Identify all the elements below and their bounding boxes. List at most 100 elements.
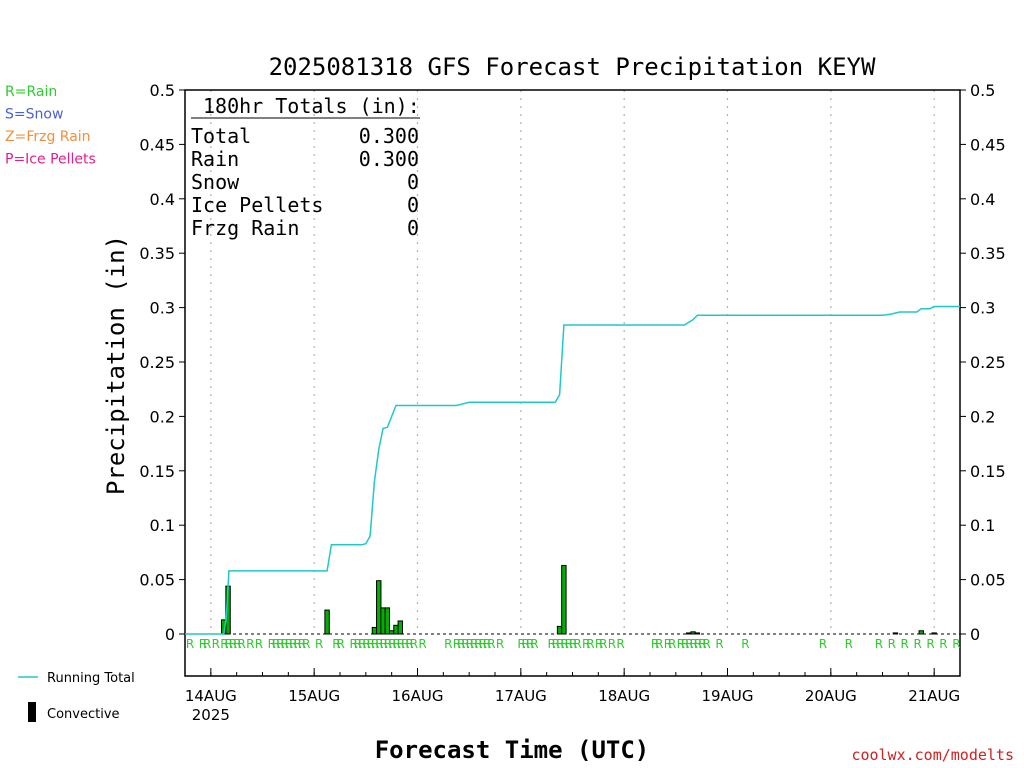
running-total-legend-label: Running Total (47, 671, 135, 686)
type-key-entry: R=Rain (5, 84, 57, 100)
ptype-marker: R (367, 637, 375, 651)
y-tick-label-left: 0.05 (139, 571, 175, 590)
ptype-marker: R (939, 637, 947, 651)
precip-bar (561, 564, 567, 635)
x-tick-label: 21AUG (908, 687, 960, 705)
x-tick-label: 20AUG (805, 687, 857, 705)
bottom-legend: Running Total Convective (18, 671, 135, 722)
ptype-marker: R (293, 637, 301, 651)
precip-bar (686, 632, 692, 635)
y-tick-label-left: 0.15 (139, 462, 175, 481)
ptype-marker: R (530, 637, 538, 651)
precip-bar (380, 607, 386, 635)
ptype-marker: R (233, 637, 241, 651)
chart-title: 2025081318 GFS Forecast Precipitation KE… (269, 53, 876, 81)
ptype-marker: R (698, 637, 706, 651)
ptype-marker: R (522, 637, 530, 651)
ptype-marker: R (694, 637, 702, 651)
y-tick-label-right: 0.4 (970, 190, 995, 209)
y-axis-left: 0 0.05 0.1 0.15 0.2 0.25 0.3 0.35 0.4 0.45 0.5 (139, 81, 185, 644)
ptype-marker: R (595, 637, 603, 651)
ptype-marker: R (470, 637, 478, 651)
y-tick-label-right: 0.05 (970, 571, 1006, 590)
ptype-marker: R (362, 637, 370, 651)
totals-row-value: 0 (407, 193, 419, 217)
ptype-marker: R (526, 637, 534, 651)
precip-bar (556, 625, 563, 635)
ptype-marker: R (315, 637, 323, 651)
ptype-marker: R (246, 637, 254, 651)
ptype-marker: R (453, 637, 461, 651)
y-tick-label-right: 0.1 (970, 516, 995, 535)
ptype-marker: R (586, 637, 594, 651)
precip-bar (397, 620, 403, 635)
precip-bar (384, 607, 391, 635)
totals-box: 180hr Totals (in): Total 0.300 Rain 0.300 Sn… (191, 94, 420, 240)
precip-bar (690, 631, 696, 635)
ptype-marker: R (888, 637, 896, 651)
ptype-marker: R (410, 637, 418, 651)
x-axis-label: Forecast Time (UTC) (375, 736, 650, 764)
totals-row-label: Snow (191, 170, 240, 194)
ptype-marker: R (702, 637, 710, 651)
ptype-marker: R (237, 637, 245, 651)
ptype-marker: R (496, 637, 504, 651)
ptype-marker: R (715, 637, 723, 651)
precip-bar (388, 630, 395, 635)
totals-row-label: Total (191, 124, 251, 148)
y-tick-label-right: 0 (970, 625, 980, 644)
ptype-marker: R (875, 637, 883, 651)
ptype-marker: R (952, 637, 960, 651)
ptype-marker: R (582, 637, 590, 651)
y-tick-label-right: 0.35 (970, 244, 1006, 263)
totals-row-label: Frzg Rain (191, 216, 299, 240)
y-tick-label-left: 0.25 (139, 353, 175, 372)
ptype-marker: R (225, 637, 233, 651)
ptype-marker: R (483, 637, 491, 651)
ptype-marker: R (599, 637, 607, 651)
x-tick-label: 15AUG (288, 687, 340, 705)
type-key-entry: P=Ice Pellets (5, 152, 96, 168)
precip-bar (694, 632, 701, 635)
ptype-marker: R (616, 637, 624, 651)
y-tick-label-left: 0.45 (139, 135, 175, 154)
ptype-marker: R (220, 637, 228, 651)
y-tick-label-right: 0.2 (970, 407, 995, 426)
ptype-marker: R (380, 637, 388, 651)
y-tick-label-left: 0.1 (150, 516, 175, 535)
ptype-marker: R (677, 637, 685, 651)
ptype-marker: R (573, 637, 581, 651)
x-tick-label: 18AUG (598, 687, 650, 705)
x-tick-sublabel: 2025 (192, 706, 230, 724)
ptype-marker: R (457, 637, 465, 651)
vertical-gridlines (185, 90, 960, 635)
ptype-marker: R (461, 637, 469, 651)
precip-bar (393, 624, 399, 635)
precip-bar (371, 626, 378, 635)
ptype-marker: R (547, 637, 555, 651)
type-key-entry: S=Snow (5, 107, 63, 123)
ptype-marker: R (388, 637, 396, 651)
ptype-marker: R (371, 637, 379, 651)
ptype-marker: R (397, 637, 405, 651)
precip-bar (931, 632, 937, 635)
y-tick-label-right: 0.5 (970, 81, 995, 100)
ptype-marker: R (268, 637, 276, 651)
ptype-marker: R (354, 637, 362, 651)
ptype-marker: R (560, 637, 568, 651)
ptype-marker: R (651, 637, 659, 651)
y-tick-label-right: 0.3 (970, 299, 995, 318)
ptype-marker: R (901, 637, 909, 651)
x-tick-label: 16AUG (392, 687, 444, 705)
totals-row-value: 0.300 (359, 124, 419, 148)
ptype-marker: R (517, 637, 525, 651)
source-credit: coolwx.com/modelts (851, 746, 1014, 764)
ptype-marker: R (186, 637, 194, 651)
ptype-marker: R (199, 637, 207, 651)
x-tick-label: 19AUG (702, 687, 754, 705)
ptype-marker: R (664, 637, 672, 651)
ptype-marker: R (608, 637, 616, 651)
ptype-marker: R (229, 637, 237, 651)
